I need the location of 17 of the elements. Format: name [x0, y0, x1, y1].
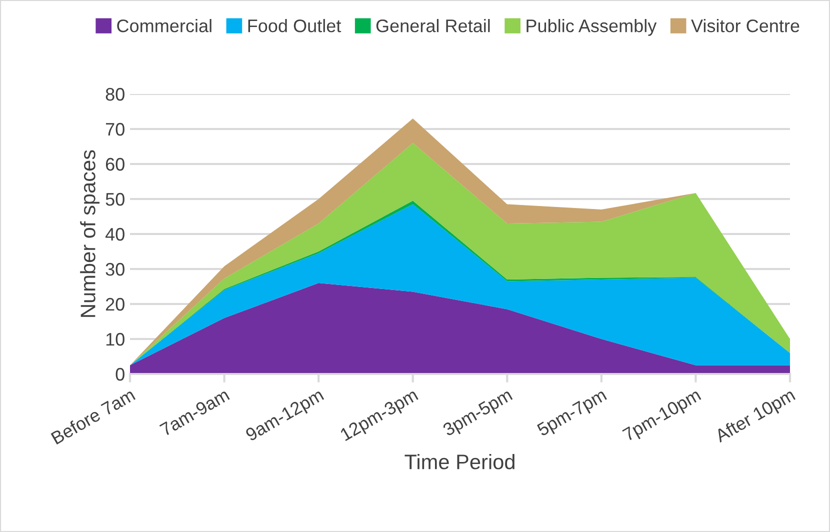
y-axis-title: Number of spaces — [80, 150, 100, 317]
y-tick-label: 70 — [106, 122, 124, 136]
legend-label: Public Assembly — [526, 19, 657, 36]
y-tick-label: 20 — [106, 298, 124, 311]
x-axis-title: Time Period — [404, 454, 514, 470]
y-tick-label: 30 — [106, 262, 124, 276]
legend-label: Commercial — [117, 19, 212, 32]
y-tick-label: 40 — [105, 228, 124, 241]
y-tick-label: 80 — [106, 88, 124, 101]
legend-label: Visitor Centre — [691, 19, 800, 32]
y-tick-label: 60 — [106, 158, 124, 171]
legend-label: General Retail — [376, 19, 490, 32]
x-tick-label: After 10pm — [714, 388, 798, 446]
legend-label: Food Outlet — [248, 19, 342, 32]
y-tick-label: 0 — [116, 368, 124, 381]
y-tick-label: 50 — [106, 192, 124, 206]
y-tick-label: 10 — [106, 332, 124, 346]
